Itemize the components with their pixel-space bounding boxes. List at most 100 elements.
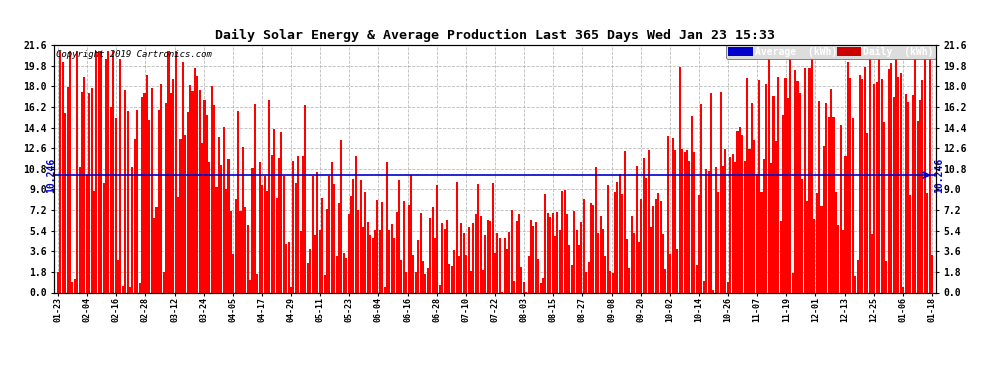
Bar [638, 242, 641, 292]
Bar [770, 163, 772, 292]
Bar [172, 79, 174, 292]
Bar [302, 156, 304, 292]
Bar [258, 162, 260, 292]
Bar [626, 239, 628, 292]
Bar [347, 214, 349, 292]
Bar [760, 192, 762, 292]
Bar [245, 207, 247, 292]
Bar [484, 236, 486, 292]
Bar [379, 230, 381, 292]
Bar [811, 51, 813, 292]
Bar [297, 156, 299, 292]
Bar [758, 81, 760, 292]
Bar [821, 206, 823, 292]
Bar [364, 192, 366, 292]
Bar [659, 201, 661, 292]
Bar [182, 62, 184, 292]
Bar [304, 105, 306, 292]
Bar [919, 100, 921, 292]
Bar [213, 105, 215, 292]
Bar [157, 110, 160, 292]
Bar [448, 264, 450, 292]
Bar [631, 216, 633, 292]
Bar [664, 268, 666, 292]
Bar [333, 184, 336, 292]
Bar [450, 266, 452, 292]
Bar [575, 230, 577, 292]
Bar [383, 286, 385, 292]
Bar [458, 256, 460, 292]
Bar [671, 138, 673, 292]
Bar [112, 51, 114, 292]
Bar [885, 261, 887, 292]
Bar [538, 258, 540, 292]
Bar [233, 254, 235, 292]
Bar [437, 184, 439, 292]
Bar [676, 249, 678, 292]
Bar [657, 193, 659, 292]
Bar [369, 235, 371, 292]
Bar [600, 216, 602, 292]
Bar [511, 210, 513, 292]
Bar [662, 234, 664, 292]
Bar [609, 271, 611, 292]
Bar [446, 220, 448, 292]
Bar [280, 132, 282, 292]
Bar [772, 96, 774, 292]
Bar [556, 212, 558, 292]
Bar [828, 117, 830, 292]
Bar [285, 244, 287, 292]
Bar [897, 77, 899, 292]
Bar [797, 81, 799, 292]
Bar [331, 162, 333, 292]
Bar [782, 115, 784, 292]
Bar [602, 230, 604, 292]
Bar [479, 216, 481, 292]
Bar [641, 199, 643, 292]
Bar [86, 175, 88, 292]
Bar [873, 84, 875, 292]
Bar [91, 88, 93, 292]
Bar [249, 280, 251, 292]
Bar [422, 261, 424, 292]
Bar [669, 254, 671, 292]
Bar [789, 56, 791, 292]
Bar [910, 195, 912, 292]
Bar [321, 198, 323, 292]
Bar [750, 103, 753, 292]
Bar [535, 222, 537, 292]
Bar [211, 86, 213, 292]
Bar [715, 167, 717, 292]
Bar [240, 211, 242, 292]
Bar [268, 100, 270, 292]
Bar [362, 227, 364, 292]
Bar [496, 233, 498, 292]
Bar [883, 122, 885, 292]
Bar [122, 286, 124, 292]
Bar [743, 161, 745, 292]
Bar [794, 70, 796, 292]
Bar [275, 198, 277, 292]
Legend: Average  (kWh), Daily  (kWh): Average (kWh), Daily (kWh) [727, 45, 936, 59]
Bar [144, 93, 146, 292]
Bar [146, 75, 148, 292]
Bar [78, 167, 80, 292]
Bar [95, 51, 97, 292]
Bar [76, 51, 78, 292]
Bar [81, 93, 83, 292]
Bar [544, 194, 546, 292]
Bar [191, 91, 193, 292]
Bar [585, 272, 587, 292]
Bar [681, 149, 683, 292]
Bar [388, 231, 390, 292]
Bar [931, 255, 933, 292]
Bar [563, 190, 565, 292]
Bar [415, 272, 417, 292]
Bar [64, 113, 66, 292]
Bar [506, 249, 508, 292]
Bar [266, 191, 268, 292]
Bar [871, 234, 873, 292]
Bar [206, 115, 208, 292]
Bar [420, 213, 422, 292]
Bar [696, 266, 698, 292]
